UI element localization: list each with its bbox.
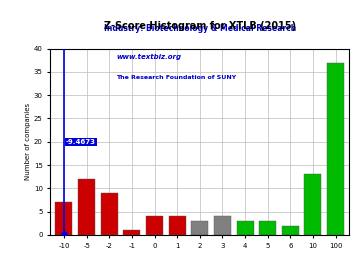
Bar [214, 216, 231, 235]
Bar [237, 221, 253, 235]
Bar [305, 174, 321, 235]
Y-axis label: Number of companies: Number of companies [25, 103, 31, 180]
Bar [327, 63, 344, 235]
Bar [101, 193, 118, 235]
Bar [191, 221, 208, 235]
Bar [169, 216, 186, 235]
Text: www.textbiz.org: www.textbiz.org [116, 54, 181, 60]
Title: Z-Score Histogram for XTLB (2015): Z-Score Histogram for XTLB (2015) [104, 21, 296, 31]
Bar [146, 216, 163, 235]
Bar [259, 221, 276, 235]
Bar [55, 202, 72, 235]
Text: The Research Foundation of SUNY: The Research Foundation of SUNY [116, 75, 237, 80]
Text: -9.4673: -9.4673 [66, 139, 96, 145]
Bar [123, 230, 140, 235]
Bar [78, 179, 95, 235]
Bar [282, 226, 299, 235]
Text: Industry: Biotechnology & Medical Research: Industry: Biotechnology & Medical Resear… [104, 24, 296, 33]
